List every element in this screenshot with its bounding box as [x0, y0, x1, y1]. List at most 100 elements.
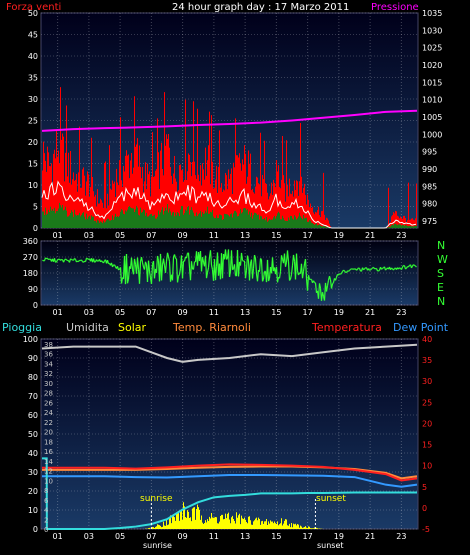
direction-xtick-label: 21	[365, 308, 375, 317]
wind-direction-segment	[92, 258, 96, 263]
wind-direction-segment	[144, 261, 148, 265]
wind-direction-segment	[256, 269, 260, 282]
wind-direction-segment	[284, 262, 288, 267]
wind-direction-segment	[173, 254, 177, 259]
wind-speed-line	[41, 180, 417, 229]
wind-xtick-label: 09	[178, 231, 188, 240]
wind-xtick-label: 23	[396, 231, 406, 240]
pressure-ytick-label: 1030	[422, 26, 442, 35]
pressure-ytick-label: 985	[422, 182, 437, 191]
wind-direction-segment	[178, 268, 182, 275]
wind-direction-segment	[348, 270, 350, 272]
wind-direction-segment	[156, 255, 160, 261]
conditions-xtick-label: 09	[178, 532, 188, 541]
wind-direction-segment	[371, 267, 373, 270]
wind-direction-segment	[82, 261, 84, 263]
wind-direction-segment	[350, 268, 352, 270]
wind-direction-segment	[53, 258, 57, 263]
wind-direction-segment	[262, 271, 266, 280]
temperature-axis-ytick-label: 35	[422, 356, 432, 365]
wind-direction-segment	[177, 274, 181, 277]
sunset-tick-label: sunset	[317, 541, 344, 550]
wind-direction-segment	[42, 259, 44, 262]
wind-direction-segment	[143, 261, 147, 270]
wind-direction-segment	[78, 259, 80, 263]
compass-letter: E	[437, 281, 444, 294]
wind-direction-segment	[391, 267, 393, 270]
wind-direction-segment	[113, 264, 117, 267]
humidity-line	[41, 343, 418, 363]
conditions-xtick-label: 11	[209, 532, 219, 541]
wind-ytick-label: 35	[28, 74, 38, 83]
wind-xtick-label: 21	[365, 231, 375, 240]
wind-direction-segment	[106, 259, 110, 264]
wind-direction-segment	[415, 265, 417, 268]
wind-direction-segment	[364, 267, 366, 270]
wind-direction-segment	[343, 269, 345, 272]
wind-direction-segment	[132, 258, 136, 275]
wind-direction-segment	[140, 257, 144, 263]
wind-xtick-label: 03	[84, 231, 94, 240]
wind-direction-segment	[345, 270, 349, 273]
wind-xtick-label: 11	[209, 231, 219, 240]
wind-direction-segment	[233, 264, 237, 276]
wind-direction-segment	[405, 267, 407, 270]
temperature-axis-ytick-label: -5	[422, 525, 430, 534]
wind-direction-segment	[340, 272, 342, 275]
wind-direction-segment	[290, 265, 294, 275]
wind-direction-segment	[245, 255, 249, 271]
wind-xtick-label: 07	[146, 231, 156, 240]
compass-letter: N	[437, 295, 445, 308]
conditions-panel	[40, 338, 419, 530]
wind-direction-segment	[413, 264, 415, 266]
conditions-xtick-label: 19	[334, 532, 344, 541]
wind-direction-segment	[358, 268, 362, 272]
wind-direction-segment	[133, 258, 137, 265]
inner-axis-ytick-label: 18	[44, 438, 53, 446]
wind-direction-segment	[410, 265, 414, 269]
rain-axis-ytick-label: 70	[28, 392, 38, 401]
wind-direction-segment	[125, 253, 129, 284]
wind-ytick-label: 50	[28, 9, 38, 18]
wind-direction-segment	[340, 271, 344, 274]
wind-xtick-label: 15	[271, 231, 281, 240]
direction-xtick-label: 05	[115, 308, 125, 317]
rain-axis-ytick-label: 80	[28, 373, 38, 382]
wind-direction-segment	[328, 275, 332, 280]
temperature-axis-ytick-label: 30	[422, 377, 432, 386]
conditions-xtick-label: 01	[53, 532, 63, 541]
wind-direction-segment	[201, 257, 205, 263]
inner-axis-ytick-label: 20	[44, 429, 53, 437]
wind-ytick-label: 45	[28, 31, 38, 40]
wind-direction-segment	[228, 270, 232, 278]
wind-direction-segment	[378, 269, 380, 272]
wind-direction-segment	[240, 252, 244, 261]
inner-axis-ytick-label: 16	[44, 448, 53, 456]
wind-direction-segment	[342, 269, 344, 272]
wind-direction-segment	[339, 273, 341, 275]
conditions-xtick-label: 15	[271, 532, 281, 541]
wind-direction-segment	[207, 256, 211, 268]
wind-direction-segment	[102, 260, 106, 264]
wind-direction-segment	[375, 268, 379, 272]
wind-direction-segment	[77, 260, 79, 263]
wind-direction-segment	[318, 283, 322, 289]
wind-direction-segment	[246, 255, 250, 262]
pressure-line	[41, 109, 418, 132]
pressure-ytick-label: 1010	[422, 96, 442, 105]
wind-direction-segment	[226, 257, 228, 260]
wind-direction-segment	[414, 264, 416, 267]
wind-title: Forza venti	[6, 2, 61, 13]
wind-direction-segment	[65, 258, 67, 261]
wind-direction-segment	[171, 256, 175, 281]
wind-direction-segment	[150, 264, 154, 284]
temperature-axis-ytick-label: 5	[422, 483, 427, 492]
compass-letter: N	[437, 239, 445, 252]
rain-axis-ytick-label: 90	[28, 354, 38, 363]
direction-xtick-label: 09	[178, 308, 188, 317]
temperature-axis-ytick-label: 10	[422, 462, 432, 471]
wind-ytick-label: 20	[28, 138, 38, 147]
wind-direction-segment	[271, 257, 275, 272]
rain-axis-ytick-label: 50	[28, 430, 38, 439]
